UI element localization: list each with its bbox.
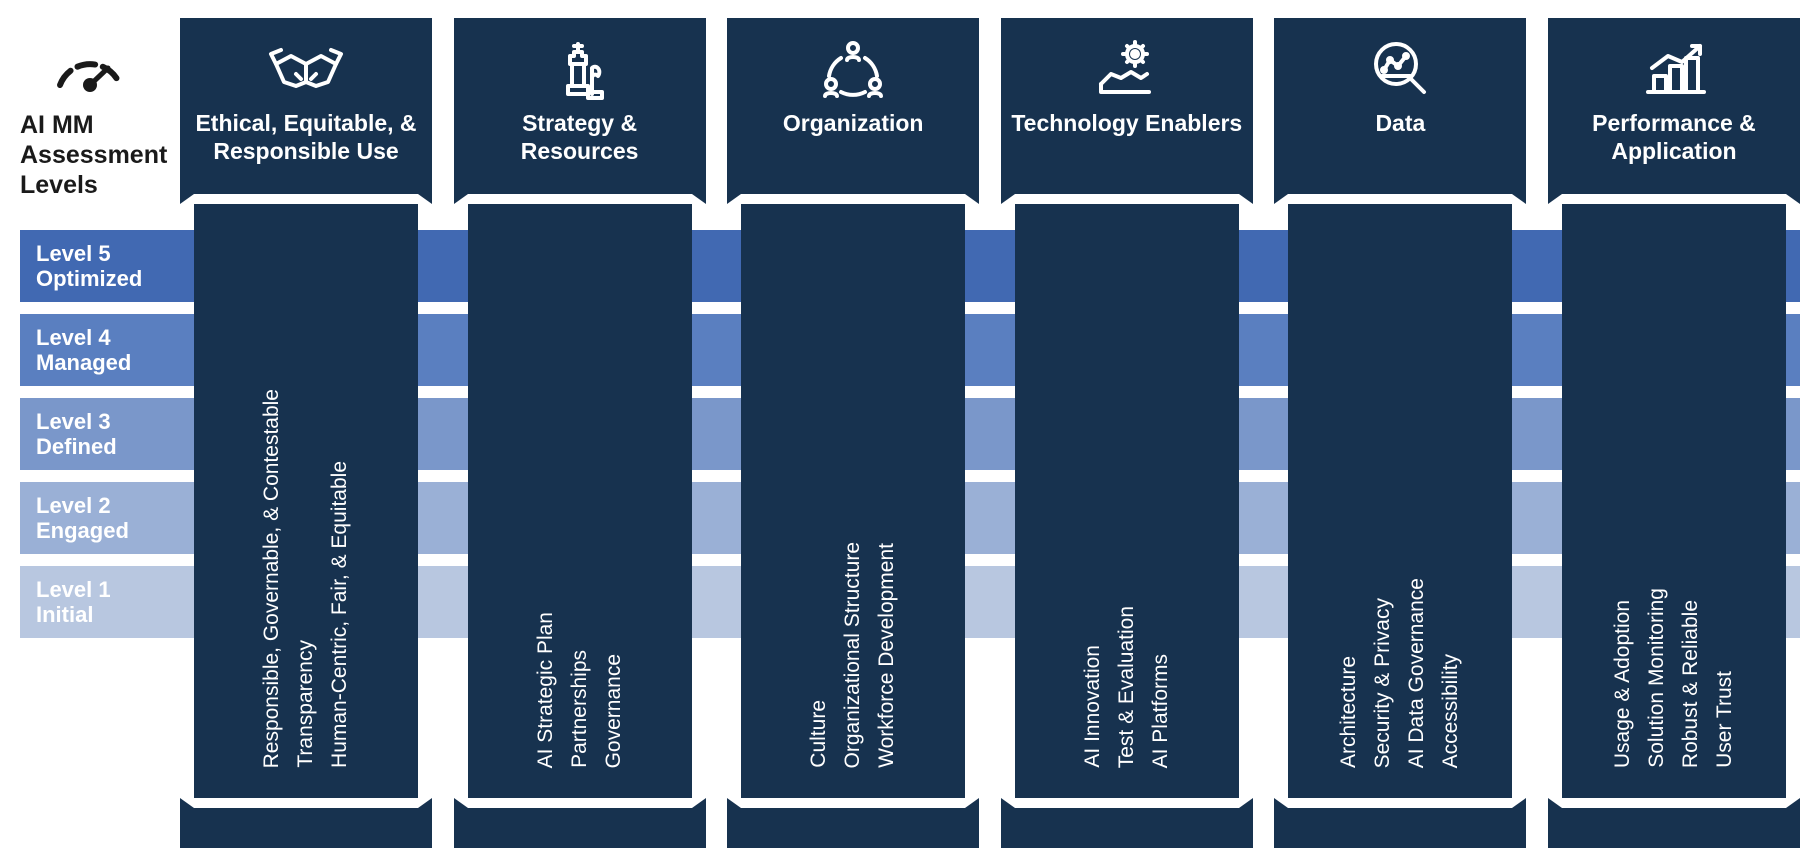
header-title: AI MM Assessment Levels (20, 110, 160, 200)
pillar-item: Partnerships (568, 650, 592, 768)
pillar-item: Governance (602, 654, 626, 768)
pillar-items: Culture Organizational Structure Workforce… (807, 542, 899, 768)
pillar-title: Technology Enablers (1003, 110, 1250, 138)
pillar-body: Usage & Adoption Solution Monitoring Robus… (1562, 204, 1786, 798)
pillar-body: Culture Organizational Structure Workforce… (741, 204, 965, 798)
pillar-items: Responsible, Governable, & Contestable Tr… (260, 389, 352, 768)
pillar-item: Transparency (294, 640, 318, 768)
pillar-item: Human-Centric, Fair, & Equitable (328, 461, 352, 768)
pillar-cap: Strategy & Resources (454, 18, 706, 194)
pillar-base (180, 808, 432, 848)
handshake-icon (266, 32, 346, 106)
pillar-title: Organization (775, 110, 932, 138)
chess-icon (540, 32, 620, 106)
pillar-items: AI Innovation Test & Evaluation AI Platfor… (1081, 606, 1173, 768)
pillar-body: AI Strategic Plan Partnerships Governance (468, 204, 692, 798)
pillar-item: Solution Monitoring (1645, 588, 1669, 768)
pillar-item: AI Innovation (1081, 645, 1105, 768)
pillars-container: Ethical, Equitable, & Responsible Use Res… (180, 18, 1800, 848)
pillar-body: Responsible, Governable, & Contestable Tr… (194, 204, 418, 798)
pillar-items: Usage & Adoption Solution Monitoring Robus… (1611, 588, 1737, 768)
pillar: Ethical, Equitable, & Responsible Use Res… (180, 18, 432, 848)
pillar-item: Culture (807, 700, 831, 768)
gauge-icon (50, 40, 130, 100)
pillar-title: Ethical, Equitable, & Responsible Use (180, 110, 432, 165)
pillar-body: Architecture Security & Privacy AI Data Go… (1288, 204, 1512, 798)
pillar-item: Usage & Adoption (1611, 600, 1635, 768)
pillar: Performance & Application Usage & Adoptio… (1548, 18, 1800, 848)
pillar-item: AI Strategic Plan (534, 612, 558, 768)
pillar-items: Architecture Security & Privacy AI Data Go… (1337, 578, 1463, 768)
pillar-items: AI Strategic Plan Partnerships Governance (534, 612, 626, 768)
left-panel: AI MM Assessment Levels (20, 40, 160, 200)
pillar-title: Strategy & Resources (454, 110, 706, 165)
pillar-cap: Data (1274, 18, 1526, 194)
pillar-item: Responsible, Governable, & Contestable (260, 389, 284, 768)
pillar-cap: Ethical, Equitable, & Responsible Use (180, 18, 432, 194)
pillar-base (454, 808, 706, 848)
pillar-item: Robust & Reliable (1679, 600, 1703, 768)
data-icon (1360, 32, 1440, 106)
pillar-item: Architecture (1337, 656, 1361, 768)
pillar-item: Organizational Structure (841, 542, 865, 768)
pillar-title: Performance & Application (1548, 110, 1800, 165)
pillar-item: AI Data Governance (1405, 578, 1429, 768)
pillar-item: User Trust (1713, 671, 1737, 768)
pillar-base (1001, 808, 1253, 848)
pillar-cap: Performance & Application (1548, 18, 1800, 194)
performance-icon (1634, 32, 1714, 106)
pillar-item: Security & Privacy (1371, 598, 1395, 768)
pillar-cap: Technology Enablers (1001, 18, 1253, 194)
pillar-item: Test & Evaluation (1115, 606, 1139, 768)
pillar-item: Accessibility (1439, 654, 1463, 768)
pillar-title: Data (1367, 110, 1433, 138)
pillar-item: Workforce Development (875, 543, 899, 768)
pillar-base (1548, 808, 1800, 848)
pillar: Strategy & Resources AI Strategic Plan Par… (454, 18, 706, 848)
pillar-cap: Organization (727, 18, 979, 194)
org-icon (813, 32, 893, 106)
pillar: Organization Culture Organizational Struct… (727, 18, 979, 848)
diagram-container: AI MM Assessment Levels Level 5 Optimize… (0, 0, 1820, 860)
pillar-base (1274, 808, 1526, 848)
tech-icon (1087, 32, 1167, 106)
pillar: Data Architecture Security & Privacy AI Dat… (1274, 18, 1526, 848)
pillar-body: AI Innovation Test & Evaluation AI Platfor… (1015, 204, 1239, 798)
pillar-item: AI Platforms (1149, 654, 1173, 768)
pillar-base (727, 808, 979, 848)
pillar: Technology Enablers AI Innovation Test & E… (1001, 18, 1253, 848)
